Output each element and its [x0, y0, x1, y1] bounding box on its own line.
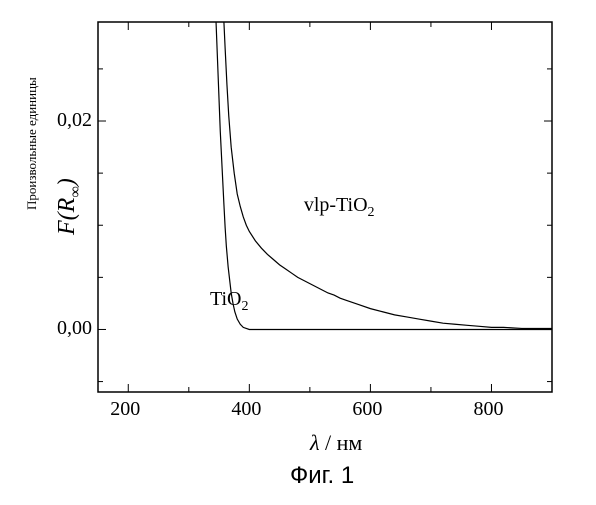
figure-caption: Фиг. 1 [290, 462, 354, 490]
series-label-vlp-tio2: vlp-TiO2 [304, 194, 375, 221]
x-tick-label: 400 [231, 398, 261, 421]
x-tick-label: 200 [110, 398, 140, 421]
x-tick-label: 800 [473, 398, 503, 421]
y-tick-label: 0,02 [57, 109, 92, 132]
y-tick-label: 0,00 [57, 317, 92, 340]
series-label-tio2: TiO2 [210, 288, 249, 315]
x-axis-label: λ / нм [310, 430, 362, 456]
x-tick-label: 600 [352, 398, 382, 421]
chart-svg [0, 0, 596, 500]
y-axis-outer-label: Произвольные единицы [24, 77, 40, 210]
chart-container: Произвольные единицы F(R∞) λ / нм Фиг. 1… [0, 0, 596, 500]
y-axis-label: F(R∞) [54, 178, 85, 235]
